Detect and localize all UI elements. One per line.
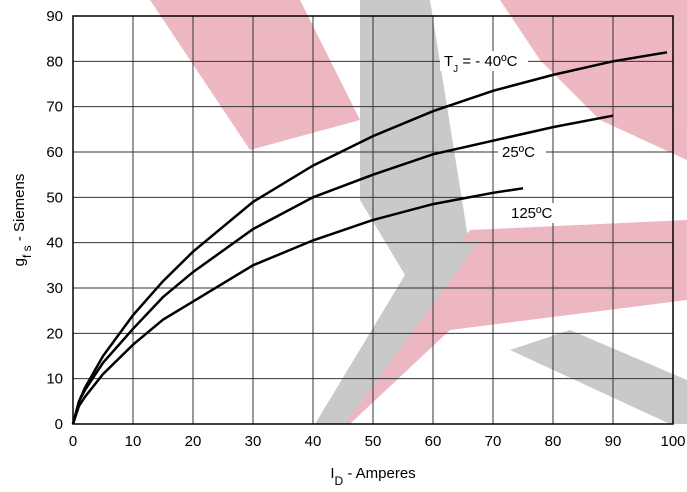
x-tick-label: 20 xyxy=(185,433,202,450)
watermark-shape xyxy=(150,0,360,150)
x-tick-label: 30 xyxy=(245,433,262,450)
x-tick-label: 100 xyxy=(660,433,685,450)
y-axis-title-sub: f s xyxy=(20,245,34,258)
x-tick-label: 40 xyxy=(305,433,322,450)
watermark-shape xyxy=(500,0,687,160)
watermark-shape xyxy=(315,220,687,424)
series-label: TJ = - 40ºC xyxy=(444,53,518,75)
y-axis-title-main: g xyxy=(11,258,28,266)
x-tick-label: 10 xyxy=(125,433,142,450)
data-line xyxy=(71,187,524,425)
x-tick-label: 90 xyxy=(605,433,622,450)
x-axis-title-sub: D xyxy=(334,474,343,487)
data-line xyxy=(71,51,668,425)
y-tick-label: 20 xyxy=(46,325,63,342)
series-label: 125ºC xyxy=(511,205,553,222)
watermark-shape xyxy=(315,240,480,424)
y-tick-label: 40 xyxy=(46,235,63,252)
watermark xyxy=(150,0,687,424)
x-axis-title-rest: - Amperes xyxy=(343,465,416,482)
series-label: 25ºC xyxy=(502,144,535,161)
y-tick-label: 10 xyxy=(46,371,63,388)
series-label-part: 25ºC xyxy=(502,144,535,161)
y-tick-label: 90 xyxy=(46,8,63,25)
watermark-shape xyxy=(510,330,687,424)
x-tick-label: 80 xyxy=(545,433,562,450)
y-axis-title-rest: - Siemens xyxy=(11,174,28,246)
label-background xyxy=(507,203,555,223)
x-tick-label: 50 xyxy=(365,433,382,450)
label-background xyxy=(498,142,546,162)
y-tick-label: 80 xyxy=(46,53,63,70)
y-tick-label: 0 xyxy=(55,416,63,433)
plot-frame xyxy=(72,15,674,425)
x-axis-title-main: I xyxy=(330,465,334,482)
series-label-part: T xyxy=(444,53,453,70)
x-axis-title: ID - Amperes xyxy=(330,465,415,487)
series-label-sub: J xyxy=(453,64,458,75)
series-label-part: 125ºC xyxy=(511,205,553,222)
data-line xyxy=(71,114,614,425)
y-tick-label: 70 xyxy=(46,99,63,116)
series-label-part: = - 40ºC xyxy=(458,53,517,70)
y-axis-title: gf s - Siemens xyxy=(11,174,34,267)
y-tick-label: 60 xyxy=(46,144,63,161)
x-tick-label: 70 xyxy=(485,433,502,450)
x-tick-label: 60 xyxy=(425,433,442,450)
watermark-shape xyxy=(360,0,470,300)
y-tick-label: 30 xyxy=(46,280,63,297)
y-tick-label: 50 xyxy=(46,189,63,206)
x-tick-label: 0 xyxy=(69,433,77,450)
label-background xyxy=(440,51,528,71)
